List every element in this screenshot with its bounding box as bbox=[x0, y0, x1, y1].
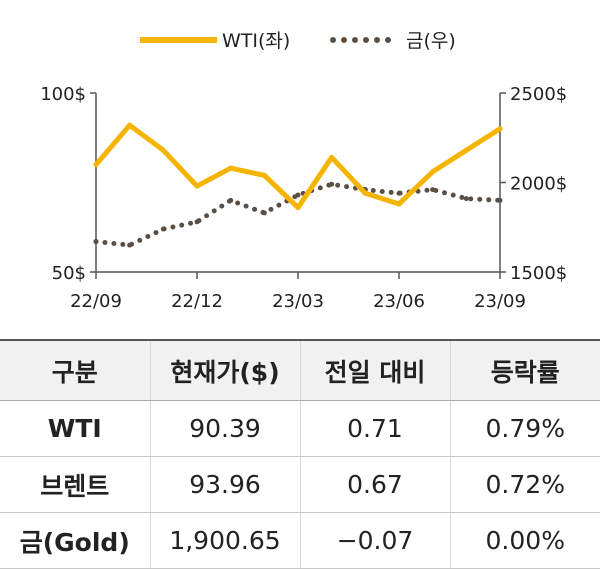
cell-price: 1,900.65 bbox=[149, 512, 300, 569]
wti-data-point bbox=[194, 183, 200, 189]
legend-wti-label: WTI(좌) bbox=[222, 30, 290, 52]
price-table: 구분 현재가($) 전일 대비 등락률 WTI 90.39 0.71 0.79%… bbox=[0, 339, 600, 569]
wti-data-point bbox=[463, 147, 469, 153]
gold-data-point bbox=[329, 181, 335, 187]
wti-data-point bbox=[295, 205, 301, 211]
gold-data-point bbox=[430, 187, 436, 193]
y-right-tick-label: 1500$ bbox=[510, 263, 567, 284]
wti-data-point bbox=[497, 126, 503, 132]
series-gold bbox=[93, 181, 503, 248]
cell-rate: 0.72% bbox=[449, 456, 600, 513]
table-row: 브렌트 93.96 0.67 0.72% bbox=[0, 456, 600, 513]
axes bbox=[95, 93, 501, 273]
row-label: 브렌트 bbox=[0, 456, 150, 513]
gold-data-point bbox=[295, 192, 301, 198]
gold-data-point bbox=[194, 219, 200, 225]
gold-data-point bbox=[497, 197, 503, 203]
row-label: 금(Gold) bbox=[0, 512, 150, 569]
wti-data-point bbox=[396, 201, 402, 207]
cell-price: 90.39 bbox=[149, 400, 300, 457]
cell-change: −0.07 bbox=[299, 512, 450, 569]
x-tick-label: 23/06 bbox=[373, 291, 425, 312]
legend-gold-label: 금(우) bbox=[406, 30, 456, 52]
header-rate: 등락률 bbox=[449, 339, 600, 401]
gold-data-point bbox=[228, 197, 234, 203]
wti-data-point bbox=[329, 154, 335, 160]
header-price: 현재가($) bbox=[149, 339, 300, 401]
wti-data-point bbox=[127, 122, 133, 128]
wti-data-point bbox=[228, 165, 234, 171]
y-left-tick-group: 100$ 50$ bbox=[40, 84, 96, 284]
header-category: 구분 bbox=[0, 339, 150, 401]
cell-change: 0.67 bbox=[299, 456, 450, 513]
dual-axis-line-chart: WTI(좌) 금(우) 100$ 50$ 2500$ 2000$ 1500$ 22/0… bbox=[40, 30, 567, 312]
cell-change: 0.71 bbox=[299, 400, 450, 457]
y-left-tick-label: 50$ bbox=[52, 263, 86, 284]
header-change: 전일 대비 bbox=[299, 339, 450, 401]
y-right-tick-label: 2000$ bbox=[510, 174, 567, 195]
x-tick-label: 22/12 bbox=[171, 291, 223, 312]
wti-data-point bbox=[430, 169, 436, 175]
table-row: WTI 90.39 0.71 0.79% bbox=[0, 400, 600, 457]
y-right-tick-label: 2500$ bbox=[510, 84, 567, 105]
gold-data-point bbox=[93, 239, 99, 245]
gold-data-point bbox=[463, 196, 469, 202]
wti-data-point bbox=[362, 190, 368, 196]
x-tick-label: 22/09 bbox=[70, 291, 122, 312]
x-tick-group: 22/09 22/12 23/03 23/06 23/09 bbox=[70, 272, 526, 312]
table-row: 금(Gold) 1,900.65 −0.07 0.00% bbox=[0, 512, 600, 569]
x-tick-label: 23/03 bbox=[272, 291, 324, 312]
table-header-row: 구분 현재가($) 전일 대비 등락률 bbox=[0, 339, 600, 401]
gold-data-point bbox=[127, 242, 133, 248]
series-wti bbox=[93, 122, 503, 211]
y-right-tick-group: 2500$ 2000$ 1500$ bbox=[500, 84, 567, 284]
gold-data-point bbox=[160, 226, 166, 232]
cell-rate: 0.00% bbox=[449, 512, 600, 569]
x-tick-label: 23/09 bbox=[474, 291, 526, 312]
wti-data-point bbox=[93, 162, 99, 168]
gold-data-point bbox=[396, 190, 402, 196]
cell-rate: 0.79% bbox=[449, 400, 600, 457]
chart-legend: WTI(좌) 금(우) bbox=[140, 30, 456, 52]
gold-data-point bbox=[261, 210, 267, 216]
wti-data-point bbox=[160, 147, 166, 153]
wti-data-point bbox=[261, 172, 267, 178]
y-left-tick-label: 100$ bbox=[40, 84, 86, 105]
row-label: WTI bbox=[0, 400, 150, 457]
cell-price: 93.96 bbox=[149, 456, 300, 513]
